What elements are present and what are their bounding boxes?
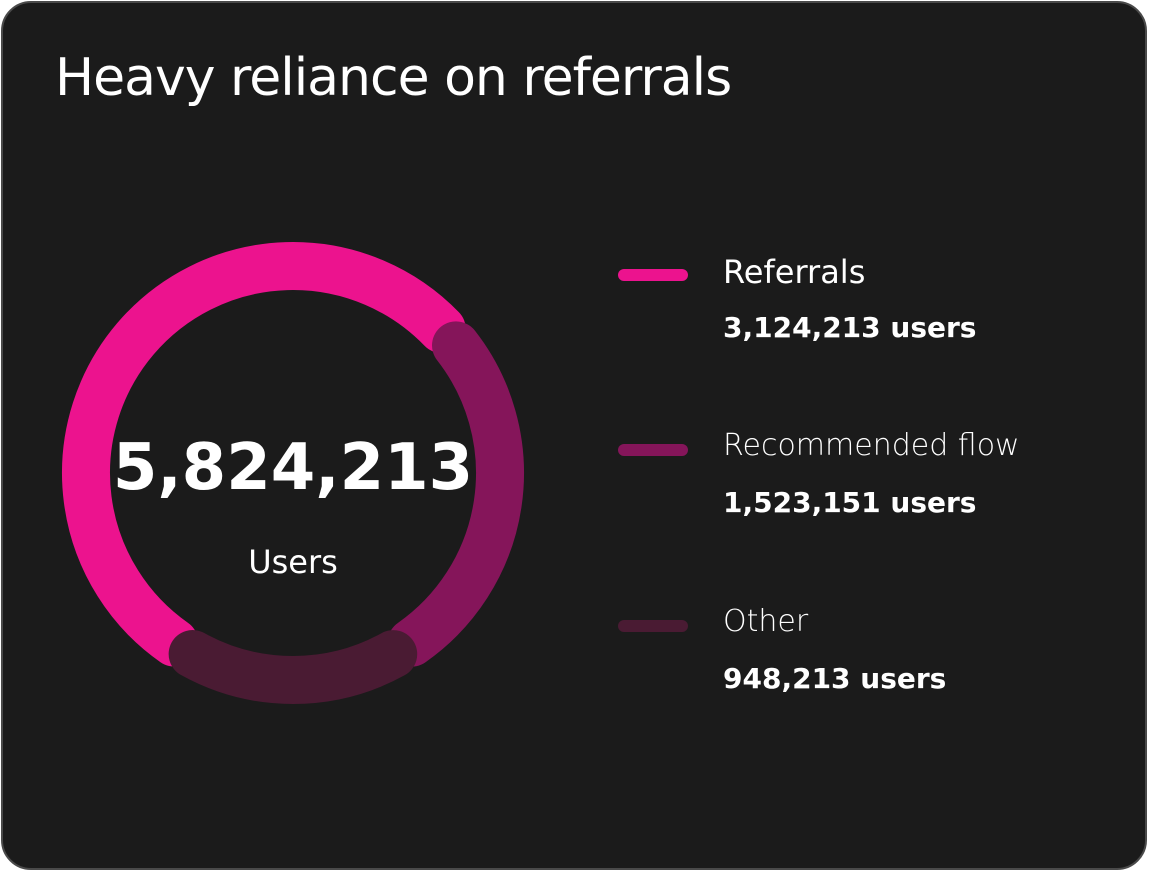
legend-swatch-other	[618, 620, 688, 632]
legend-value-referrals: 3,124,213 users	[723, 311, 977, 344]
total-users-label: Users	[248, 543, 338, 581]
legend-item-referrals: Referrals 3,124,213 users	[618, 253, 1118, 377]
donut-segment-recommended-flow	[387, 321, 524, 667]
chart-title: Heavy reliance on referrals	[55, 48, 732, 108]
legend-label-other: Other	[723, 604, 809, 639]
legend-label-recommended-flow: Recommended flow	[723, 428, 1020, 463]
donut-segment-other	[168, 630, 418, 704]
legend-item-other: Other 948,213 users	[618, 604, 1118, 728]
total-users-value: 5,824,213	[112, 431, 474, 505]
legend-value-recommended-flow: 1,523,151 users	[723, 486, 977, 519]
legend-swatch-recommended-flow	[618, 444, 688, 456]
legend-label-referrals: Referrals	[723, 253, 866, 291]
legend-value-other: 948,213 users	[723, 662, 947, 695]
legend-swatch-referrals	[618, 269, 688, 281]
donut-chart	[62, 242, 524, 704]
legend-item-recommended-flow: Recommended flow 1,523,151 users	[618, 428, 1118, 552]
donut-segment-referrals	[62, 242, 466, 667]
